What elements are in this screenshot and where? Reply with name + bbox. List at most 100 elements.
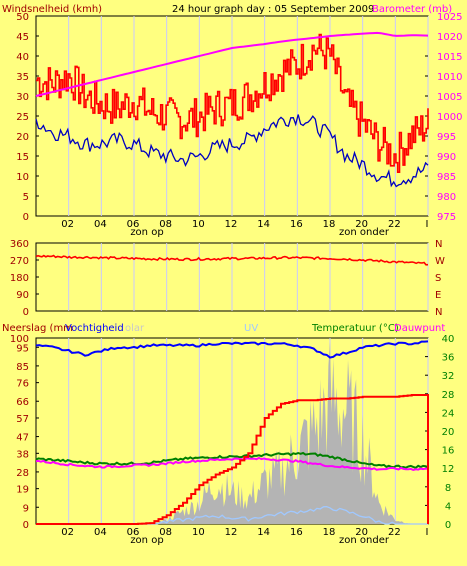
x-tick-label: 08 bbox=[159, 219, 172, 230]
y2-tick-label: 995 bbox=[437, 132, 456, 143]
y2-tick-label: 12 bbox=[442, 464, 455, 475]
compass-tick-label: E bbox=[435, 290, 441, 301]
y-tick-label: 50 bbox=[16, 12, 29, 23]
y-tick-label: 10 bbox=[16, 172, 29, 183]
y2-tick-label: 24 bbox=[442, 408, 455, 419]
solar-radiation-area bbox=[36, 342, 428, 524]
humidity-rain-temp-panel: 0919283847576676859510004812162024283236… bbox=[10, 334, 454, 546]
y-tick-label: 0 bbox=[23, 307, 29, 318]
y2-tick-label: 1015 bbox=[437, 52, 462, 63]
y-tick-label: 19 bbox=[16, 485, 29, 496]
barometer-axis-label: Barometer (mb) bbox=[372, 4, 452, 15]
y-tick-label: 90 bbox=[16, 290, 29, 301]
y2-tick-label: 990 bbox=[437, 152, 456, 163]
x-tick-label: 22 bbox=[388, 527, 401, 538]
x-tick-label: 14 bbox=[257, 219, 270, 230]
y2-tick-label: 16 bbox=[442, 446, 455, 457]
y2-tick-label: 1025 bbox=[437, 12, 462, 23]
y-tick-label: 25 bbox=[16, 112, 29, 123]
x-tick-label: 16 bbox=[290, 527, 303, 538]
y-tick-label: 100 bbox=[10, 334, 29, 345]
x-tick-label: 22 bbox=[388, 219, 401, 230]
x-tick-label: 04 bbox=[94, 219, 107, 230]
y-tick-label: 28 bbox=[16, 468, 29, 479]
compass-tick-label: W bbox=[435, 256, 445, 267]
x-tick-label: 06 bbox=[127, 219, 140, 230]
y-tick-label: 180 bbox=[10, 273, 29, 284]
y2-tick-label: 985 bbox=[437, 172, 456, 183]
y2-tick-label: 4 bbox=[445, 501, 451, 512]
y-tick-label: 38 bbox=[16, 449, 29, 460]
y-tick-label: 9 bbox=[23, 503, 29, 514]
y-tick-label: 0 bbox=[23, 212, 29, 223]
y-tick-label: 15 bbox=[16, 152, 29, 163]
y2-tick-label: 0 bbox=[445, 520, 451, 531]
y2-tick-label: 980 bbox=[437, 192, 456, 203]
compass-tick-label: N bbox=[435, 307, 442, 318]
x-tick-label: 10 bbox=[192, 527, 205, 538]
y-tick-label: 5 bbox=[23, 192, 29, 203]
x-tick-label: 20 bbox=[355, 219, 368, 230]
y-tick-label: 270 bbox=[10, 256, 29, 267]
x-tick-label: 12 bbox=[225, 219, 238, 230]
x-tick-label: 04 bbox=[94, 527, 107, 538]
y-tick-label: 45 bbox=[16, 32, 29, 43]
wind-barometer-panel: 0510152025303540455097598098599099510001… bbox=[16, 12, 462, 238]
y-tick-label: 57 bbox=[16, 414, 29, 425]
y-tick-label: 95 bbox=[16, 343, 29, 354]
y-tick-label: 40 bbox=[16, 52, 29, 63]
temperature-axis-label: Temperatuur (°C) bbox=[311, 323, 399, 334]
barometer-line bbox=[35, 31, 429, 97]
sunset-label: zon onder bbox=[339, 227, 390, 238]
x-tick-label: 16 bbox=[290, 219, 303, 230]
humidity-axis-label: Vochtigheid bbox=[65, 323, 124, 334]
y-tick-label: 360 bbox=[10, 239, 29, 250]
sunrise-label: zon op bbox=[130, 535, 163, 546]
compass-tick-label: N bbox=[435, 239, 442, 250]
y2-tick-label: 1020 bbox=[437, 32, 462, 43]
wind-direction-line bbox=[35, 254, 429, 266]
x-tick-label: 02 bbox=[61, 219, 74, 230]
y-tick-label: 76 bbox=[16, 379, 29, 390]
y2-tick-label: 28 bbox=[442, 390, 455, 401]
y2-tick-label: 20 bbox=[442, 427, 455, 438]
y2-tick-label: 8 bbox=[445, 483, 451, 494]
rain-axis-label: Neerslag (mm bbox=[2, 323, 73, 334]
y-tick-label: 85 bbox=[16, 362, 29, 373]
y2-tick-label: 1010 bbox=[437, 72, 462, 83]
x-tick-label: I bbox=[426, 527, 429, 538]
compass-tick-label: S bbox=[435, 273, 441, 284]
wind-speed-line bbox=[36, 33, 429, 173]
sunset-label: zon onder bbox=[339, 535, 390, 546]
x-tick-label: 06 bbox=[127, 527, 140, 538]
y-tick-label: 20 bbox=[16, 132, 29, 143]
sunrise-label: zon op bbox=[130, 227, 163, 238]
x-tick-label: 18 bbox=[323, 527, 336, 538]
y2-tick-label: 1000 bbox=[437, 112, 462, 123]
x-tick-label: 14 bbox=[257, 527, 270, 538]
y2-tick-label: 36 bbox=[442, 353, 455, 364]
x-tick-label: 18 bbox=[323, 219, 336, 230]
wind-axis-label: Windsnelheid (kmh) bbox=[2, 4, 102, 15]
y-tick-label: 0 bbox=[23, 520, 29, 531]
x-tick-label: 08 bbox=[159, 527, 172, 538]
x-tick-label: 12 bbox=[225, 527, 238, 538]
x-tick-label: 20 bbox=[355, 527, 368, 538]
y2-tick-label: 1005 bbox=[437, 92, 462, 103]
uv-axis-label: UV bbox=[244, 323, 258, 334]
humidity-line bbox=[35, 340, 429, 359]
dewpoint-line bbox=[35, 456, 429, 471]
temperature-line bbox=[35, 451, 429, 469]
y-tick-label: 35 bbox=[16, 72, 29, 83]
x-tick-label: 10 bbox=[192, 219, 205, 230]
average-wind-line bbox=[35, 114, 429, 188]
y-tick-label: 47 bbox=[16, 433, 29, 444]
y-tick-label: 66 bbox=[16, 397, 29, 408]
y2-tick-label: 32 bbox=[442, 371, 455, 382]
y-tick-label: 30 bbox=[16, 92, 29, 103]
y2-tick-label: 40 bbox=[442, 334, 455, 345]
dewpoint-axis-label: Dauwpunt bbox=[394, 323, 445, 334]
y2-tick-label: 975 bbox=[437, 212, 456, 223]
